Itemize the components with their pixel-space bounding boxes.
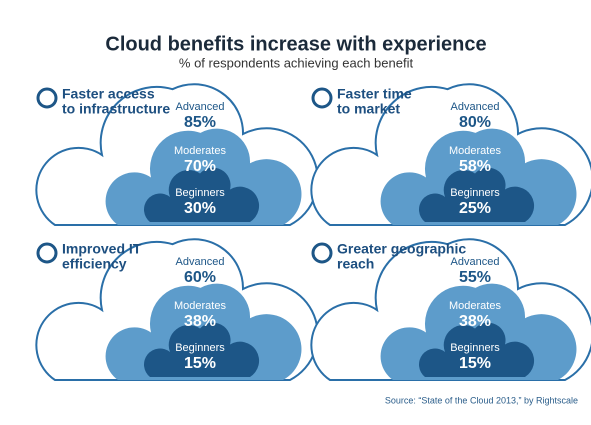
level-name: Beginners bbox=[175, 342, 225, 354]
cloud-inner bbox=[418, 167, 535, 222]
panel-title: to infrastructure bbox=[62, 101, 170, 117]
cloud-inner bbox=[143, 167, 260, 222]
level-value: 85% bbox=[184, 114, 216, 131]
icon bbox=[311, 242, 333, 264]
level-value: 70% bbox=[184, 158, 216, 175]
level-value: 25% bbox=[459, 200, 491, 217]
panel-title: Improved IT bbox=[62, 241, 142, 257]
level-value: 58% bbox=[459, 158, 491, 175]
level-name: Moderates bbox=[449, 145, 501, 157]
cloud-inner bbox=[418, 322, 535, 377]
source: Source: “State of the Cloud 2013,” by Ri… bbox=[385, 395, 578, 405]
level-value: 80% bbox=[459, 114, 491, 131]
level-name: Advanced bbox=[451, 101, 500, 113]
level-name: Advanced bbox=[176, 256, 225, 268]
icon bbox=[311, 87, 333, 109]
level-name: Advanced bbox=[451, 256, 500, 268]
level-name: Advanced bbox=[176, 101, 225, 113]
level-name: Moderates bbox=[174, 145, 226, 157]
icon bbox=[36, 242, 58, 264]
panel-title: Faster access bbox=[62, 86, 155, 102]
icon bbox=[36, 87, 58, 109]
title: Cloud benefits increase with experience bbox=[105, 33, 486, 55]
subtitle: % of respondents achieving each benefit bbox=[179, 55, 414, 70]
level-value: 15% bbox=[459, 355, 491, 372]
level-value: 38% bbox=[459, 313, 491, 330]
panel-title: efficiency bbox=[62, 256, 127, 272]
level-name: Moderates bbox=[449, 300, 501, 312]
panel-title: Greater geographic bbox=[337, 241, 466, 257]
cloud-inner bbox=[143, 322, 260, 377]
level-value: 30% bbox=[184, 200, 216, 217]
level-value: 60% bbox=[184, 269, 216, 286]
level-name: Beginners bbox=[450, 342, 500, 354]
level-name: Beginners bbox=[175, 187, 225, 199]
level-name: Beginners bbox=[450, 187, 500, 199]
level-value: 15% bbox=[184, 355, 216, 372]
panel-title: to market bbox=[337, 101, 400, 117]
level-value: 38% bbox=[184, 313, 216, 330]
level-name: Moderates bbox=[174, 300, 226, 312]
panel-title: Faster time bbox=[337, 86, 412, 102]
level-value: 55% bbox=[459, 269, 491, 286]
panel-title: reach bbox=[337, 256, 374, 272]
